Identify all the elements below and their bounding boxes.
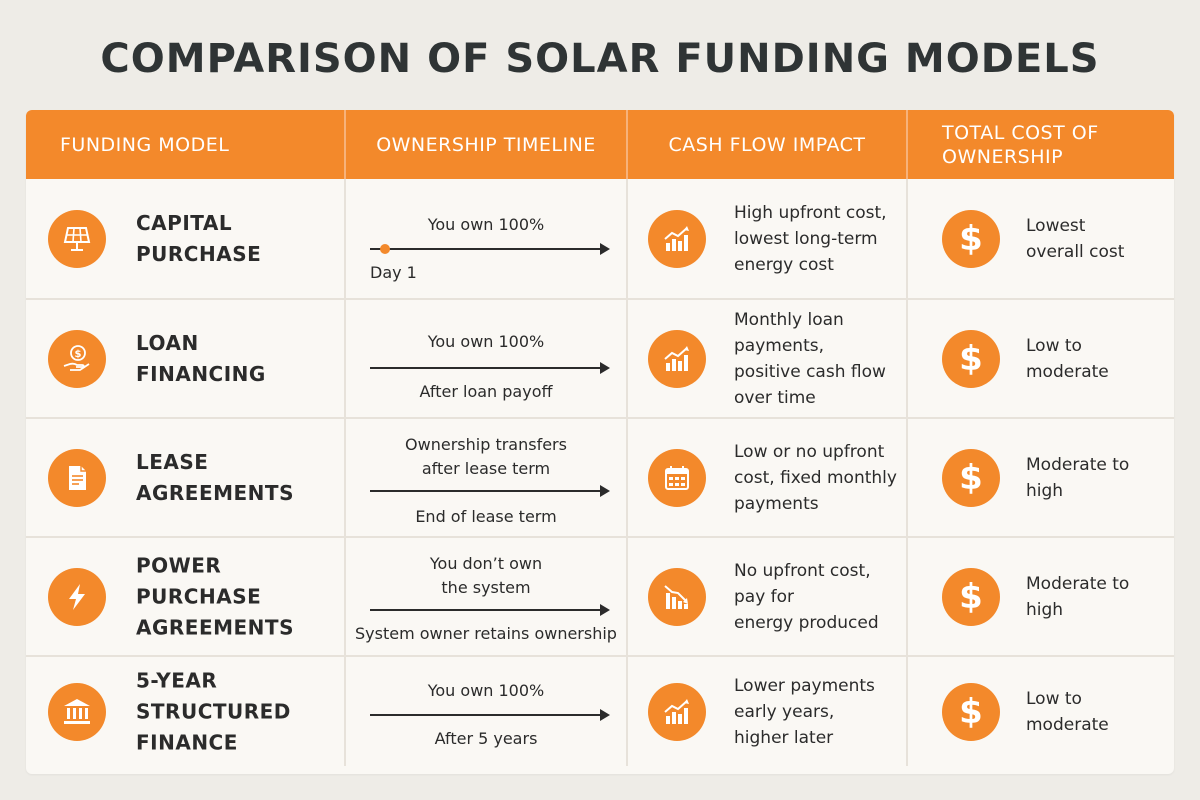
falling-chart-icon	[648, 567, 706, 626]
timeline-top-text: Ownership transfers after lease term	[405, 435, 567, 478]
header-total-cost: TOTAL COST OF OWNERSHIP	[942, 121, 1099, 168]
timeline-top-text: You own 100%	[427, 215, 545, 234]
model-name: LOAN FINANCING	[136, 330, 266, 386]
page-title: COMPARISON OF SOLAR FUNDING MODELS	[100, 36, 1100, 82]
cost-cell: $ Moderate to high	[908, 538, 1174, 655]
cost-cell: $ Moderate to high	[908, 419, 1174, 536]
table-row: CAPITAL PURCHASE You own 100% Day 1 High	[26, 179, 1174, 298]
header-funding-model: FUNDING MODEL	[26, 110, 346, 179]
timeline-bottom-text: End of lease term	[415, 507, 557, 526]
table-row: LEASE AGREEMENTS Ownership transfers aft…	[26, 417, 1174, 536]
table-header: FUNDING MODEL OWNERSHIP TIMELINE CASH FL…	[26, 110, 1174, 179]
timeline-cell: You own 100% Day 1	[346, 179, 628, 298]
model-cell: POWER PURCHASE AGREEMENTS	[26, 538, 346, 655]
cost-cell: $ Low to moderate	[908, 300, 1174, 417]
cost-text: Moderate to high	[1026, 573, 1130, 620]
table-row: 5-YEAR STRUCTURED FINANCE You own 100% A…	[26, 655, 1174, 766]
cash-flow-text: Monthly loan payments, positive cash flo…	[734, 309, 886, 408]
timeline-top-text: You own 100%	[427, 332, 545, 351]
cost-text: Low to moderate	[1026, 335, 1109, 382]
dollar-icon: $	[942, 209, 1000, 268]
timeline-bottom-text: Day 1	[370, 263, 417, 282]
hand-coin-icon: $	[48, 329, 106, 388]
timeline-bottom-text: After loan payoff	[419, 382, 553, 401]
rising-chart-icon	[648, 209, 706, 268]
model-name: POWER PURCHASE AGREEMENTS	[136, 553, 294, 639]
cost-text: Moderate to high	[1026, 454, 1130, 501]
dollar-icon: $	[942, 448, 1000, 507]
timeline-arrow	[370, 604, 610, 616]
timeline-arrow	[370, 362, 610, 374]
rising-chart-icon	[648, 329, 706, 388]
timeline-arrow	[370, 709, 610, 721]
model-cell: LEASE AGREEMENTS	[26, 419, 346, 536]
start-dot	[380, 244, 390, 254]
model-name: 5-YEAR STRUCTURED FINANCE	[136, 668, 291, 754]
timeline-top-text: You don’t own the system	[429, 554, 543, 597]
timeline-cell: You own 100% After 5 years	[346, 657, 628, 766]
model-cell: $ LOAN FINANCING	[26, 300, 346, 417]
header-cash-flow-impact: CASH FLOW IMPACT	[628, 110, 908, 179]
cost-cell: $ Lowest overall cost	[908, 179, 1174, 298]
cash-flow-text: High upfront cost, lowest long-term ener…	[734, 202, 887, 275]
model-name: CAPITAL PURCHASE	[136, 210, 262, 266]
timeline-cell: You own 100% After loan payoff	[346, 300, 628, 417]
timeline-top-text: You own 100%	[427, 681, 545, 700]
cost-text: Low to moderate	[1026, 688, 1109, 735]
cash-flow-cell: Lower payments early years, higher later	[628, 657, 908, 766]
solar-panel-icon	[48, 209, 106, 268]
table-row: POWER PURCHASE AGREEMENTS You don’t own …	[26, 536, 1174, 655]
table-row: $ LOAN FINANCING You own 100% After loan…	[26, 298, 1174, 417]
timeline-bottom-text: System owner retains ownership	[355, 624, 617, 643]
calendar-icon	[648, 448, 706, 507]
cost-text: Lowest overall cost	[1026, 215, 1125, 262]
cash-flow-text: Lower payments early years, higher later	[734, 675, 875, 748]
timeline-cell: Ownership transfers after lease term End…	[346, 419, 628, 536]
cash-flow-text: No upfront cost, pay for energy produced	[734, 560, 879, 633]
timeline-arrow	[370, 243, 610, 255]
comparison-table: FUNDING MODEL OWNERSHIP TIMELINE CASH FL…	[26, 110, 1174, 774]
model-cell: 5-YEAR STRUCTURED FINANCE	[26, 657, 346, 766]
cash-flow-cell: Low or no upfront cost, fixed monthly pa…	[628, 419, 908, 536]
rising-chart-icon	[648, 682, 706, 741]
timeline-arrow	[370, 485, 610, 497]
cash-flow-cell: Monthly loan payments, positive cash flo…	[628, 300, 908, 417]
svg-text:$: $	[75, 349, 82, 360]
dollar-icon: $	[942, 682, 1000, 741]
cost-cell: $ Low to moderate	[908, 657, 1174, 766]
model-cell: CAPITAL PURCHASE	[26, 179, 346, 298]
cash-flow-cell: No upfront cost, pay for energy produced	[628, 538, 908, 655]
bank-icon	[48, 682, 106, 741]
lightning-icon	[48, 567, 106, 626]
dollar-icon: $	[942, 329, 1000, 388]
cash-flow-cell: High upfront cost, lowest long-term ener…	[628, 179, 908, 298]
timeline-bottom-text: After 5 years	[434, 729, 538, 748]
cash-flow-text: Low or no upfront cost, fixed monthly pa…	[734, 441, 897, 514]
document-icon	[48, 448, 106, 507]
header-ownership-timeline: OWNERSHIP TIMELINE	[346, 110, 628, 179]
model-name: LEASE AGREEMENTS	[136, 449, 294, 505]
timeline-cell: You don’t own the system System owner re…	[346, 538, 628, 655]
dollar-icon: $	[942, 567, 1000, 626]
